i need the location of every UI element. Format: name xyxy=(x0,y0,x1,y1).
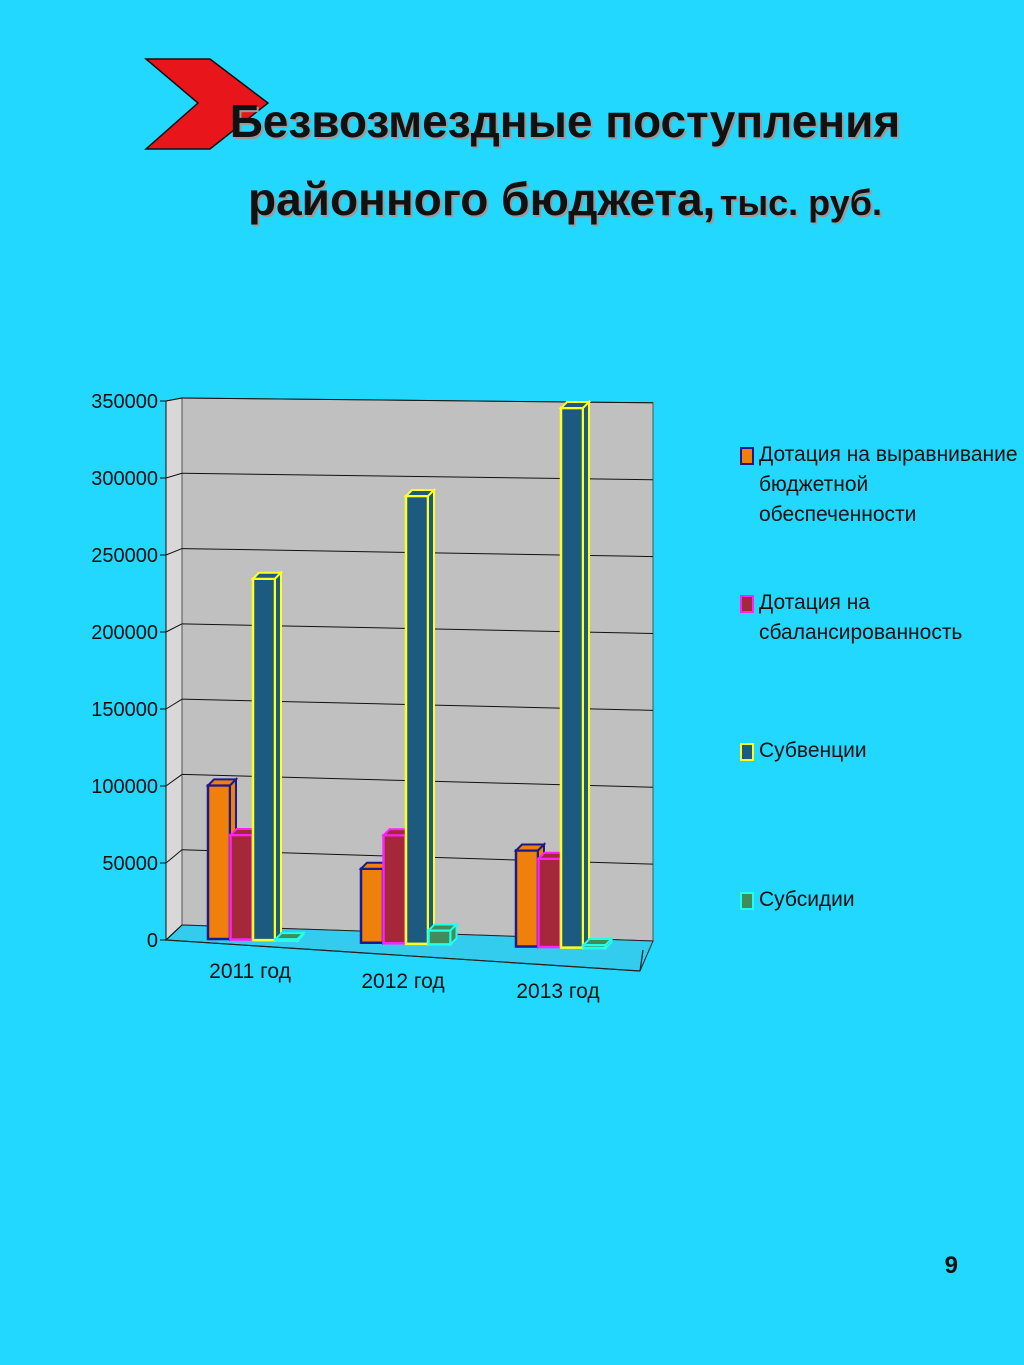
gridline-side xyxy=(165,397,183,402)
legend-item-balance: Дотация на сбалансированность xyxy=(740,588,1020,648)
bar-chart: 0 50000 100000 150000 200000 250000 300000 3500… xyxy=(91,391,654,1003)
bars xyxy=(205,399,614,951)
bar xyxy=(426,922,459,947)
gridline-side xyxy=(165,774,183,787)
bar-front xyxy=(382,834,407,945)
red-arrow-icon xyxy=(144,58,270,150)
arrow-shape xyxy=(144,58,270,150)
bar-side xyxy=(296,930,305,944)
y-tick-label: 200000 xyxy=(91,622,158,644)
bar-front xyxy=(559,406,585,949)
bar-side xyxy=(427,487,435,947)
title-unit: тыс. руб xyxy=(719,182,872,223)
bar xyxy=(558,399,592,951)
bar xyxy=(250,570,284,943)
title-end: . xyxy=(871,182,882,223)
floor-edge xyxy=(165,939,641,972)
legend-label-balance: Дотация на сбалансированность xyxy=(759,591,963,644)
y-tick-label: 0 xyxy=(147,930,158,952)
legend-key-balance xyxy=(740,595,754,613)
bar xyxy=(273,930,306,944)
bar-front xyxy=(359,867,385,944)
y-axis-ticks: 0 50000 100000 150000 200000 250000 300000 3500… xyxy=(91,391,167,952)
page-number: 9 xyxy=(944,1252,958,1279)
x-axis-ticks: 2011 год 2012 год 2013 год xyxy=(209,960,599,1003)
bar-front xyxy=(206,784,232,941)
legend-key-equalization xyxy=(740,447,754,465)
y-tick-label: 350000 xyxy=(91,391,158,413)
legend-key-subsidies xyxy=(740,892,754,910)
legend-label-subsidies: Субсидии xyxy=(759,888,855,911)
gridline-side xyxy=(165,924,183,941)
bar-side xyxy=(582,399,590,951)
legend-key-subventions xyxy=(740,743,754,761)
bar-side xyxy=(604,936,613,951)
bar-front xyxy=(404,494,430,946)
bar xyxy=(403,487,437,947)
legend-item-subventions: Субвенции xyxy=(740,736,1020,766)
slide-title: Безвозмездные поступления районного бюдж… xyxy=(200,88,930,244)
x-tick-label: 2011 год xyxy=(209,960,291,983)
floor-edge-right xyxy=(639,949,644,972)
y-tick-label: 250000 xyxy=(91,545,158,567)
gridline-side xyxy=(165,472,183,479)
bar-front xyxy=(427,929,452,946)
x-tick-label: 2012 год xyxy=(361,970,444,993)
bar-side xyxy=(449,922,458,947)
bar xyxy=(581,936,614,951)
bar-side xyxy=(274,570,282,943)
legend-label-subventions: Субвенции xyxy=(759,739,867,762)
bar-front xyxy=(229,833,254,941)
side-wall xyxy=(165,397,183,942)
bar-front xyxy=(251,577,277,942)
title-main: Безвозмездные поступления районного бюдж… xyxy=(229,95,901,225)
gridline-side xyxy=(165,849,183,864)
bar-front xyxy=(514,849,540,948)
legend-item-subsidies: Субсидии xyxy=(740,885,1020,915)
gridline-side xyxy=(165,548,183,556)
bar-front xyxy=(537,857,562,949)
y-tick-label: 300000 xyxy=(91,468,158,490)
legend-item-equalization: Дотация на выравнивание бюджетной обеспе… xyxy=(740,440,1020,530)
y-tick-label: 100000 xyxy=(91,776,158,798)
legend-label-equalization: Дотация на выравнивание бюджетной обеспе… xyxy=(759,443,1018,526)
gridline-side xyxy=(165,698,183,710)
y-tick-label: 50000 xyxy=(102,853,158,875)
x-tick-label: 2013 год xyxy=(516,980,599,1003)
gridline-side xyxy=(165,623,183,633)
y-tick-label: 150000 xyxy=(91,699,158,721)
